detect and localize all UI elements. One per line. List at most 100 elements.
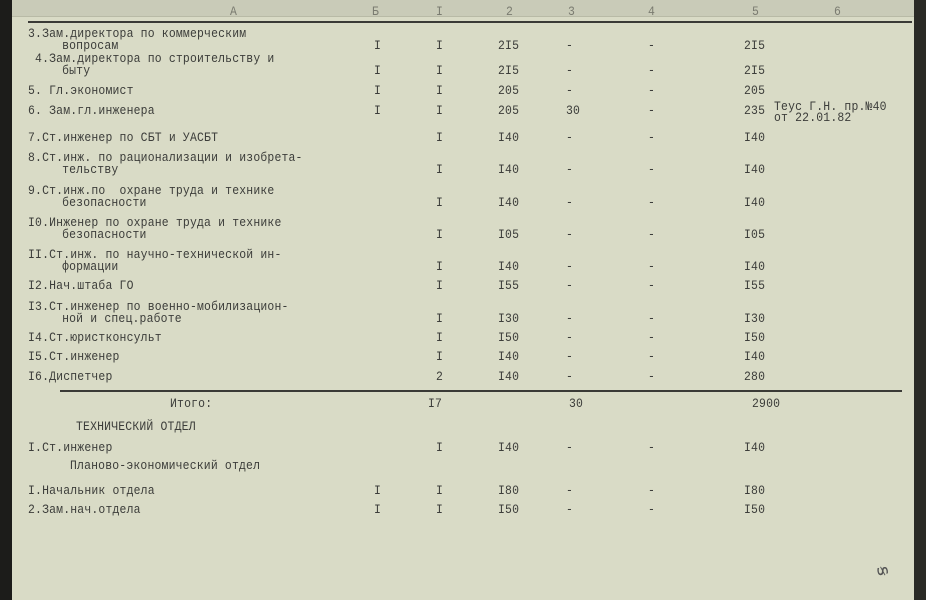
column-header: 6 [834,4,842,19]
cell-c4: - [648,330,656,345]
column-header: I [436,4,444,19]
cell-c5: 205 [744,83,766,98]
column-header: 5 [752,4,760,19]
total-count: I7 [428,396,443,411]
cell-c2: 205 [498,103,520,118]
position-title: I6.Диспетчер [28,369,113,384]
position-title: безопасности [48,195,147,210]
cell-c4: - [648,278,656,293]
cell-b: I [374,83,382,98]
cell-c5: I40 [744,440,766,455]
cell-c1: I [436,311,444,326]
cell-c3: - [566,330,574,345]
cell-c1: I [436,103,444,118]
header-rule [28,21,912,23]
cell-c3: 30 [566,103,581,118]
column-header: 4 [648,4,656,19]
cell-c2: I05 [498,227,520,242]
cell-c5: I50 [744,330,766,345]
cell-c2: I40 [498,349,520,364]
cell-c3: - [566,227,574,242]
cell-c1: I [436,227,444,242]
cell-c1: I [436,83,444,98]
position-title: тельству [48,162,119,177]
cell-c3: - [566,195,574,210]
cell-c4: - [648,227,656,242]
position-title: I.Начальник отдела [28,483,155,498]
position-title: I4.Ст.юристконсульт [28,330,162,345]
position-title: 9.Ст.инж.по охране труда и технике [28,183,275,198]
cell-c1: I [436,502,444,517]
cell-c4: - [648,103,656,118]
cell-c3: - [566,63,574,78]
position-title: I0.Инженер по охране труда и технике [28,215,282,230]
cell-c1: I [436,278,444,293]
cell-c1: I [436,483,444,498]
total-sum: 2900 [752,396,781,411]
cell-c5: I05 [744,227,766,242]
column-header: 3 [568,4,576,19]
position-title: II.Ст.инж. по научно-технической ин- [28,247,282,262]
cell-c1: I [436,38,444,53]
position-title: вопросам [48,38,119,53]
cell-c2: I80 [498,483,520,498]
position-title: 4.Зам.директора по строительству и [28,51,275,66]
binding-edge [914,0,926,600]
cell-c5: I40 [744,130,766,145]
cell-c2: I55 [498,278,520,293]
position-title: I3.Ст.инженер по военно-мобилизацион- [28,299,289,314]
cell-c4: - [648,502,656,517]
cell-b: I [374,63,382,78]
page-top-edge [12,0,916,17]
total-label: Итого: [170,396,213,411]
position-title: I2.Нач.штаба ГО [28,278,134,293]
column-header: Б [372,4,380,19]
cell-c3: - [566,83,574,98]
position-title: 6. Зам.гл.инженера [28,103,155,118]
cell-c1: I [436,330,444,345]
cell-c4: - [648,195,656,210]
cell-c4: - [648,63,656,78]
cell-c5: I40 [744,162,766,177]
cell-c4: - [648,311,656,326]
cell-c3: - [566,502,574,517]
cell-c5: 2I5 [744,63,766,78]
cell-c2: 205 [498,83,520,98]
position-title: ной и спец.работе [48,311,182,326]
cell-c4: - [648,83,656,98]
cell-c5: 280 [744,369,766,384]
position-title: 7.Ст.инженер по СБТ и УАСБТ [28,130,219,145]
cell-c4: - [648,349,656,364]
section-title: Планово-экономический отдел [70,458,261,473]
cell-c3: - [566,483,574,498]
cell-c2: 2I5 [498,38,520,53]
cell-c4: - [648,369,656,384]
cell-c4: - [648,38,656,53]
cell-c1: I [436,130,444,145]
note: от 22.01.82 [774,110,852,125]
cell-c2: 2I5 [498,63,520,78]
cell-c5: I40 [744,259,766,274]
cell-c4: - [648,259,656,274]
note: Теус Г.Н. пр.№40 [774,99,887,114]
cell-c1: I [436,195,444,210]
cell-c4: - [648,440,656,455]
cell-c2: I40 [498,369,520,384]
cell-b: I [374,502,382,517]
column-header: 2 [506,4,514,19]
cell-c3: - [566,162,574,177]
cell-c4: - [648,130,656,145]
cell-c2: I40 [498,130,520,145]
cell-c1: I [436,63,444,78]
cell-c5: I30 [744,311,766,326]
cell-c3: - [566,349,574,364]
position-title: безопасности [48,227,147,242]
cell-c1: I [436,259,444,274]
section-title: ТЕХНИЧЕСКИЙ ОТДЕЛ [76,419,196,434]
cell-c2: I40 [498,259,520,274]
cell-b: I [374,38,382,53]
cell-c5: I40 [744,195,766,210]
position-title: I.Ст.инженер [28,440,113,455]
total-rule [60,390,902,392]
cell-c3: - [566,259,574,274]
